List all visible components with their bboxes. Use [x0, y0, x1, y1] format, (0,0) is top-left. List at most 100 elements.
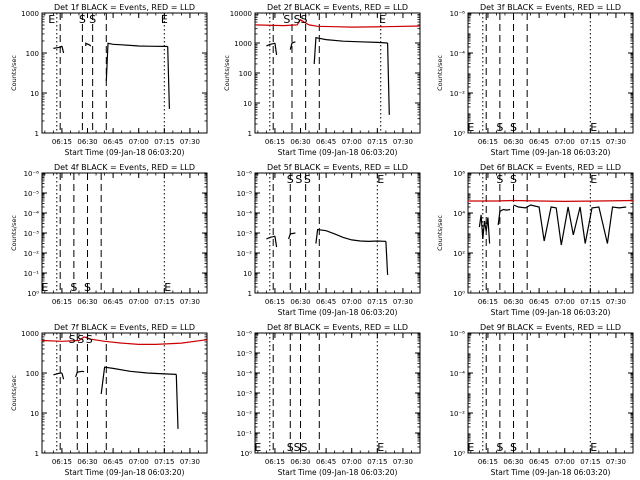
x-axis-label: Start Time (09-Jan-18 06:03:20) — [278, 148, 398, 157]
panel-title: Det 7f BLACK = Events, RED = LLD — [54, 323, 195, 332]
events-series-line — [513, 204, 627, 246]
event-marker-label: E — [161, 13, 168, 26]
x-axis-label: Start Time (09-Jan-18 06:03:20) — [65, 468, 185, 477]
y-tick-label: 10⁻⁴ — [450, 50, 466, 58]
panel-9: Det 9f BLACK = Events, RED = LLD Start Ti… — [450, 323, 634, 477]
x-tick-label: 06:30 — [290, 138, 310, 146]
lld-series-line — [254, 18, 421, 28]
event-marker-label: E — [590, 173, 597, 186]
y-tick-label: 10⁰ — [453, 290, 465, 298]
x-tick-label: 06:15 — [265, 458, 285, 466]
panel-1: Det 1f BLACK = Events, RED = LLD Start Ti… — [10, 3, 208, 157]
panel-title: Det 1f BLACK = Events, RED = LLD — [54, 3, 195, 12]
y-tick-label: 10⁴ — [453, 210, 465, 218]
plot-frame — [254, 172, 421, 294]
x-tick-label: 07:30 — [606, 298, 626, 306]
x-axis-label: Start Time (09-Jan-18 06:03:20) — [491, 468, 611, 477]
y-tick-label: 1000 — [21, 10, 39, 18]
plot-frame — [467, 12, 634, 134]
panel-7: Det 7f BLACK = Events, RED = LLD Start Ti… — [10, 323, 208, 477]
event-marker-label: S — [69, 333, 76, 346]
y-tick-label: 100 — [239, 70, 252, 78]
event-marker-label: S — [304, 173, 311, 186]
events-series-line — [289, 41, 296, 50]
x-axis-label: Start Time (09-Jan-18 06:03:20) — [278, 308, 398, 317]
plot-frame — [41, 332, 208, 454]
x-axis-label: Start Time (09-Jan-18 06:03:20) — [491, 148, 611, 157]
y-tick-label: 100 — [26, 50, 39, 58]
panel-title: Det 6f BLACK = Events, RED = LLD — [480, 163, 621, 172]
events-series-line — [478, 214, 491, 244]
y-tick-label: 10⁻³ — [24, 230, 40, 238]
x-tick-label: 06:15 — [265, 138, 285, 146]
panel-6: Det 6f BLACK = Events, RED = LLD Start Ti… — [436, 163, 634, 317]
plot-frame — [467, 172, 634, 294]
x-tick-label: 07:30 — [606, 138, 626, 146]
x-tick-label: 06:45 — [529, 458, 549, 466]
events-series-line — [497, 208, 511, 226]
y-tick-label: 10⁻² — [237, 410, 253, 418]
panel-8: Det 8f BLACK = Events, RED = LLD Start Ti… — [237, 323, 421, 477]
y-tick-label: 10⁻⁶ — [450, 330, 466, 338]
panel-title: Det 2f BLACK = Events, RED = LLD — [267, 3, 408, 12]
y-tick-label: 1000 — [21, 330, 39, 338]
x-axis-label: Start Time (09-Jan-18 06:03:20) — [65, 148, 185, 157]
lld-series-line — [41, 336, 208, 345]
panel-title: Det 5f BLACK = Events, RED = LLD — [267, 163, 408, 172]
y-tick-label: 10 — [30, 90, 39, 98]
x-tick-label: 07:00 — [342, 458, 362, 466]
x-tick-label: 06:45 — [103, 298, 123, 306]
y-tick-label: 10⁻⁴ — [450, 370, 466, 378]
plot-frame — [467, 332, 634, 454]
y-tick-label: 10⁻² — [24, 250, 40, 258]
y-axis-label: Counts/sec — [10, 215, 18, 251]
plot-frame — [254, 12, 421, 134]
y-tick-label: 10⁻⁴ — [24, 210, 40, 218]
y-tick-label: 10⁻³ — [237, 230, 253, 238]
x-tick-label: 06:30 — [503, 298, 523, 306]
x-tick-label: 06:15 — [52, 298, 72, 306]
events-series-line — [385, 241, 389, 275]
event-marker-label: E — [590, 441, 597, 454]
event-marker-label: S — [510, 441, 517, 454]
x-tick-label: 06:30 — [503, 458, 523, 466]
x-tick-label: 07:15 — [367, 298, 387, 306]
event-marker-label: E — [41, 281, 48, 294]
x-tick-label: 07:15 — [580, 298, 600, 306]
x-tick-label: 06:45 — [316, 458, 336, 466]
event-marker-label: E — [164, 281, 171, 294]
y-tick-label: 10⁻¹ — [237, 430, 253, 438]
y-tick-label: 10 — [30, 410, 39, 418]
y-tick-label: 10⁻⁴ — [237, 210, 253, 218]
event-marker-label: E — [467, 121, 474, 134]
y-tick-label: 10⁻⁵ — [237, 350, 253, 358]
events-series-line — [75, 370, 85, 378]
y-tick-label: 10 — [243, 100, 252, 108]
x-axis-label: Start Time (09-Jan-18 06:03:20) — [491, 308, 611, 317]
x-tick-label: 07:15 — [367, 138, 387, 146]
events-series-line — [387, 42, 390, 115]
x-tick-label: 07:00 — [555, 458, 575, 466]
event-marker-label: S — [294, 441, 301, 454]
x-tick-label: 06:45 — [529, 138, 549, 146]
event-marker-label: S — [287, 441, 294, 454]
event-marker-label: S — [89, 13, 96, 26]
event-marker-label: E — [377, 441, 384, 454]
x-tick-label: 06:45 — [316, 298, 336, 306]
y-tick-label: 10⁰ — [240, 450, 252, 458]
events-series-line — [105, 42, 168, 82]
x-tick-label: 07:30 — [180, 138, 200, 146]
y-tick-label: 10000 — [230, 10, 252, 18]
x-tick-label: 06:15 — [52, 138, 72, 146]
events-series-line — [167, 46, 170, 109]
events-series-line — [274, 42, 278, 55]
y-tick-label: 1 — [35, 450, 39, 458]
plot-frame — [254, 332, 421, 454]
x-tick-label: 06:15 — [478, 458, 498, 466]
x-tick-label: 06:30 — [290, 298, 310, 306]
events-series-line — [53, 45, 63, 49]
x-tick-label: 06:15 — [265, 298, 285, 306]
event-marker-label: S — [84, 281, 91, 294]
x-tick-label: 07:00 — [342, 138, 362, 146]
x-tick-label: 07:00 — [555, 138, 575, 146]
